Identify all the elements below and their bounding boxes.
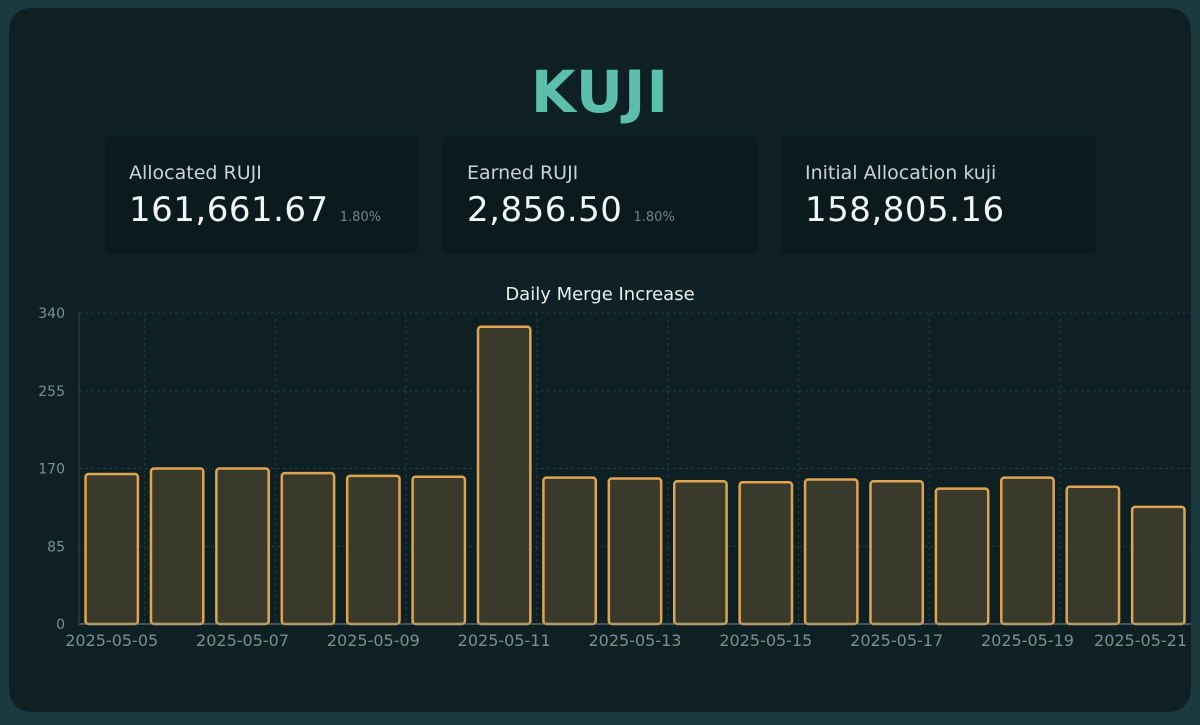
x-tick-label: 2025-05-05 xyxy=(65,631,158,650)
bar xyxy=(476,325,532,626)
x-tick-label: 2025-05-09 xyxy=(327,631,420,650)
y-tick-label: 85 xyxy=(47,539,65,555)
bar xyxy=(542,476,598,626)
stat-card-initial-allocation: Initial Allocation kuji 158,805.16 xyxy=(781,136,1096,254)
stat-value: 158,805.16 xyxy=(805,190,1005,230)
bar xyxy=(738,480,794,626)
stat-label: Earned RUJI xyxy=(467,162,579,184)
stat-label: Initial Allocation kuji xyxy=(805,162,997,184)
stat-card-allocated: Allocated RUJI 161,661.67 1.80% xyxy=(105,136,418,254)
x-tick-label: 2025-05-07 xyxy=(196,631,289,650)
bar xyxy=(149,467,205,626)
stat-percent: 1.80% xyxy=(633,210,675,225)
bar xyxy=(934,487,990,626)
chart-title: Daily Merge Increase xyxy=(505,284,695,305)
bar xyxy=(672,480,728,626)
x-tick-label: 2025-05-21 xyxy=(1094,631,1187,650)
stat-value: 161,661.67 xyxy=(129,190,329,230)
bar xyxy=(215,467,270,626)
dashboard-card: KUJI Allocated RUJI 161,661.67 1.80% Ear… xyxy=(9,8,1191,712)
stat-card-earned: Earned RUJI 2,856.50 1.80% xyxy=(443,136,757,254)
y-tick-label: 340 xyxy=(38,306,65,322)
bar xyxy=(1000,476,1055,626)
y-tick-label: 0 xyxy=(56,617,65,633)
bar xyxy=(1065,485,1121,626)
bar xyxy=(84,472,140,626)
bar xyxy=(1130,505,1186,626)
bar xyxy=(803,478,859,626)
stat-percent: 1.80% xyxy=(339,210,382,225)
bar xyxy=(607,477,663,626)
chart-axes: 0 85 170 255 340 2025-05-05 2025-05-07 2025-05-… xyxy=(38,306,1191,650)
bar-chart: 0 85 170 255 340 2025-05-05 2025-05-07 2025-05-… xyxy=(38,306,1191,650)
y-tick-label: 255 xyxy=(38,384,65,400)
chart-bars xyxy=(84,325,1186,626)
stat-label: Allocated RUJI xyxy=(129,162,262,184)
bar xyxy=(869,480,925,626)
stat-value: 2,856.50 xyxy=(467,190,623,230)
x-tick-label: 2025-05-13 xyxy=(589,631,682,650)
y-tick-label: 170 xyxy=(38,462,65,478)
x-tick-label: 2025-05-15 xyxy=(719,631,812,650)
bar xyxy=(280,471,336,626)
x-tick-label: 2025-05-17 xyxy=(850,631,943,650)
page-title: KUJI xyxy=(530,58,670,126)
x-tick-label: 2025-05-19 xyxy=(981,631,1074,650)
bar xyxy=(411,475,467,626)
x-tick-label: 2025-05-11 xyxy=(458,631,551,650)
bar xyxy=(345,474,401,626)
